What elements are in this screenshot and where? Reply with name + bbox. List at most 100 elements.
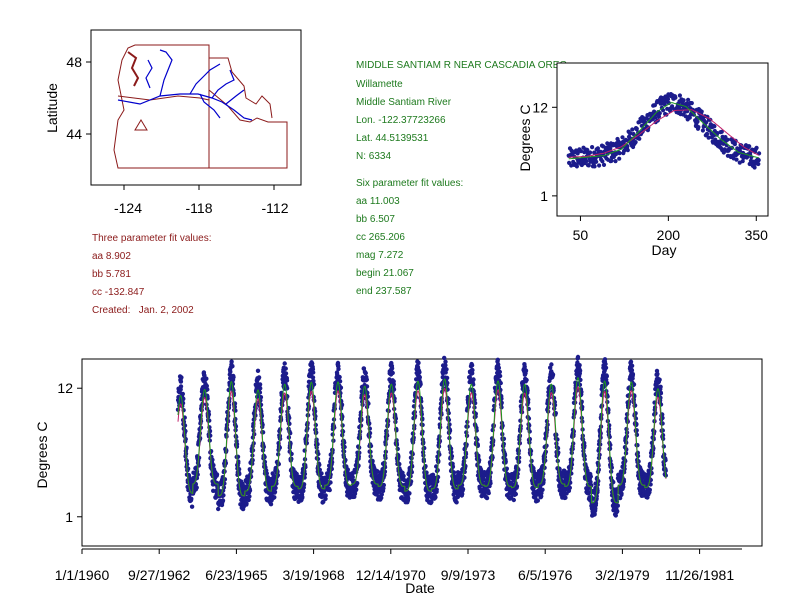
seasonal-fit3-line: [568, 109, 759, 158]
timeseries-point: [389, 366, 395, 371]
timeseries-point: [647, 487, 652, 492]
timeseries-point: [355, 481, 360, 486]
timeseries-point: [577, 368, 583, 373]
timeseries-point: [301, 485, 306, 490]
timeseries-point: [311, 382, 317, 387]
seasonal-point: [687, 115, 692, 120]
seasonal-point: [677, 93, 683, 98]
seasonal-point: [686, 97, 691, 102]
timeseries-xtick-label: 6/5/1976: [518, 567, 573, 583]
timeseries-point: [246, 497, 251, 503]
timeseries-point: [539, 494, 544, 499]
timeseries-point: [613, 513, 618, 518]
map-state-border-mt: [209, 57, 273, 119]
timeseries-point: [337, 374, 342, 380]
timeseries-point: [220, 498, 226, 503]
timeseries-point: [216, 506, 221, 512]
timeseries-fit6-line: [177, 377, 667, 504]
seasonal-point: [592, 150, 597, 155]
station-river: Middle Santiam River: [356, 97, 452, 108]
seasonal-point: [617, 156, 622, 161]
timeseries-point: [588, 474, 593, 479]
seasonal-point: [630, 127, 635, 132]
timeseries-point: [310, 361, 315, 366]
timeseries-point: [444, 375, 450, 381]
timeseries-point: [379, 492, 384, 497]
six-param-line: mag 7.272: [356, 250, 404, 261]
seasonal-point: [592, 164, 597, 169]
timeseries-point: [381, 482, 386, 488]
timeseries-xlabel: Date: [405, 580, 435, 596]
timeseries-point: [247, 494, 252, 499]
three-param-line: cc -132.847: [92, 287, 145, 298]
timeseries-point: [657, 377, 662, 382]
seasonal-point: [574, 164, 580, 169]
timeseries-point: [540, 487, 545, 492]
timeseries-point: [324, 478, 329, 483]
seasonal-point: [734, 157, 739, 162]
station-info-block: MIDDLE SANTIAM R NEAR CASCADIA OREG. Wil…: [356, 60, 570, 162]
timeseries-point: [283, 366, 288, 371]
timeseries-point: [628, 359, 634, 364]
timeseries-point: [417, 370, 422, 375]
seasonal-point: [673, 95, 678, 100]
created-date: Created: Jan. 2, 2002: [92, 305, 194, 316]
seasonal-point: [665, 97, 671, 102]
timeseries-point: [615, 509, 620, 514]
timeseries-point: [303, 464, 308, 470]
seasonal-point: [712, 124, 717, 129]
timeseries-point: [379, 495, 384, 501]
seasonal-point: [706, 135, 711, 140]
timeseries-point: [486, 490, 491, 496]
timeseries-point: [354, 487, 359, 492]
timeseries-point: [189, 496, 194, 501]
timeseries-point: [524, 377, 529, 383]
timeseries-point: [230, 364, 235, 369]
timeseries-xtick-label: 1/1/1960: [55, 567, 110, 583]
three-param-heading: Three parameter fit values:: [92, 233, 212, 244]
timeseries-point: [178, 384, 184, 389]
seasonal-point: [695, 119, 700, 124]
timeseries-point: [460, 487, 466, 492]
timeseries-point: [272, 495, 277, 500]
timeseries-point: [496, 365, 501, 371]
map-xtick-label: -118: [186, 200, 213, 216]
timeseries-point: [577, 363, 582, 368]
timeseries-point: [244, 501, 249, 506]
seasonal-point: [666, 100, 671, 106]
seasonal-point: [704, 120, 709, 125]
timeseries-ylabel: Degrees C: [34, 422, 50, 489]
timeseries-point: [434, 487, 439, 492]
timeseries-point: [655, 371, 660, 377]
timeseries-point: [337, 379, 343, 384]
timeseries-point: [636, 459, 641, 464]
timeseries-point: [345, 467, 350, 472]
seasonal-point: [586, 163, 591, 168]
timeseries-point: [330, 432, 335, 437]
timeseries-point: [327, 487, 332, 493]
timeseries-point: [311, 370, 316, 375]
timeseries-ytick-label: 1: [65, 509, 73, 525]
seasonal-point: [633, 140, 638, 145]
timeseries-point: [255, 368, 261, 373]
six-param-line: end 237.587: [356, 286, 412, 297]
timeseries-point: [310, 367, 316, 372]
seasonal-point: [756, 158, 761, 163]
seasonal-point: [719, 129, 724, 134]
six-param-block: Six parameter fit values: aa 11.003 bb 6…: [356, 178, 463, 297]
timeseries-point: [661, 444, 666, 449]
seasonal-point: [656, 114, 662, 119]
station-triangle-marker: [134, 119, 148, 131]
seasonal-point: [634, 126, 639, 131]
seasonal-ylabel: Degrees C: [517, 105, 533, 172]
seasonal-point: [696, 125, 701, 130]
timeseries-point: [323, 493, 328, 498]
timeseries-point: [444, 367, 449, 372]
timeseries-point: [523, 368, 529, 373]
timeseries-point: [615, 503, 620, 508]
three-param-block: Three parameter fit values: aa 8.902 bb …: [92, 233, 212, 316]
timeseries-point: [381, 486, 386, 491]
seasonal-chart: 50 200 350 1 12 Day Degrees C: [517, 62, 769, 258]
timeseries-point: [443, 359, 448, 364]
seasonal-point: [631, 131, 636, 137]
